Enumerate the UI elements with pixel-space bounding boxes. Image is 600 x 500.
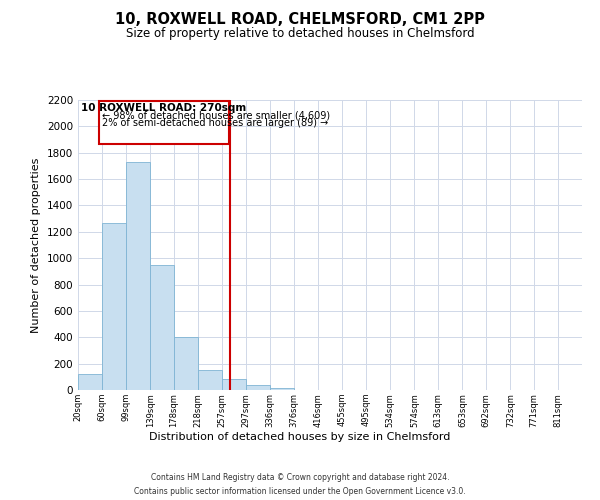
Text: 2% of semi-detached houses are larger (89) →: 2% of semi-detached houses are larger (8… <box>102 118 329 128</box>
Y-axis label: Number of detached properties: Number of detached properties <box>31 158 41 332</box>
Text: Distribution of detached houses by size in Chelmsford: Distribution of detached houses by size … <box>149 432 451 442</box>
Text: Contains HM Land Registry data © Crown copyright and database right 2024.: Contains HM Land Registry data © Crown c… <box>151 472 449 482</box>
Bar <box>78 374 101 390</box>
Bar <box>150 266 174 390</box>
Bar <box>174 338 197 390</box>
Text: 10 ROXWELL ROAD: 270sqm: 10 ROXWELL ROAD: 270sqm <box>81 104 247 114</box>
Bar <box>126 162 149 390</box>
Bar <box>222 380 245 390</box>
Bar <box>246 386 270 390</box>
Text: Contains public sector information licensed under the Open Government Licence v3: Contains public sector information licen… <box>134 488 466 496</box>
Bar <box>270 388 293 390</box>
Text: 10, ROXWELL ROAD, CHELMSFORD, CM1 2PP: 10, ROXWELL ROAD, CHELMSFORD, CM1 2PP <box>115 12 485 28</box>
Bar <box>102 224 126 390</box>
Text: Size of property relative to detached houses in Chelmsford: Size of property relative to detached ho… <box>125 28 475 40</box>
Bar <box>198 370 222 390</box>
FancyBboxPatch shape <box>99 100 229 144</box>
Text: ← 98% of detached houses are smaller (4,609): ← 98% of detached houses are smaller (4,… <box>102 110 331 120</box>
